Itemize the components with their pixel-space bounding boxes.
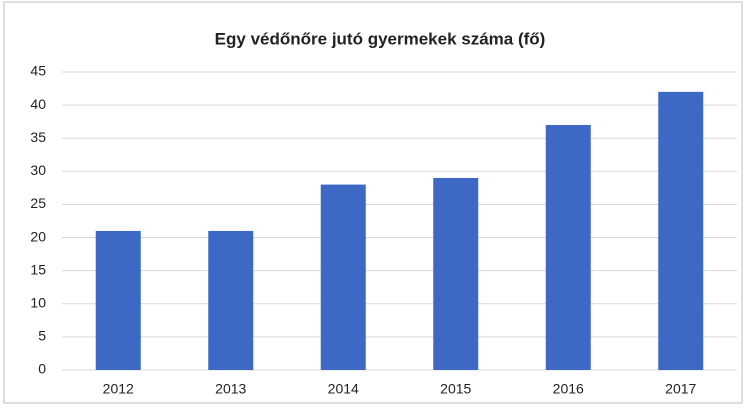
x-tick-label: 2017 [665, 381, 696, 397]
y-tick-label: 5 [38, 328, 46, 344]
y-tick-label: 20 [30, 228, 46, 244]
chart-title: Egy védőnőre jutó gyermekek száma (fő) [215, 29, 546, 48]
bar [208, 230, 254, 370]
bar [433, 177, 479, 370]
y-tick-label: 15 [30, 261, 46, 277]
y-tick-label: 25 [30, 195, 46, 211]
x-tick-label: 2014 [328, 381, 359, 397]
x-tick-label: 2013 [215, 381, 246, 397]
bar [95, 230, 141, 370]
y-tick-label: 30 [30, 162, 46, 178]
bar [320, 184, 366, 370]
x-tick-label: 2016 [553, 381, 584, 397]
x-tick-label: 2012 [103, 381, 134, 397]
y-tick-label: 10 [30, 294, 46, 310]
y-tick-label: 45 [30, 63, 46, 79]
y-tick-label: 40 [30, 96, 46, 112]
y-tick-label: 0 [38, 361, 46, 377]
x-tick-label: 2015 [440, 381, 471, 397]
bar [658, 91, 704, 370]
y-tick-label: 35 [30, 129, 46, 145]
bar [545, 124, 591, 370]
